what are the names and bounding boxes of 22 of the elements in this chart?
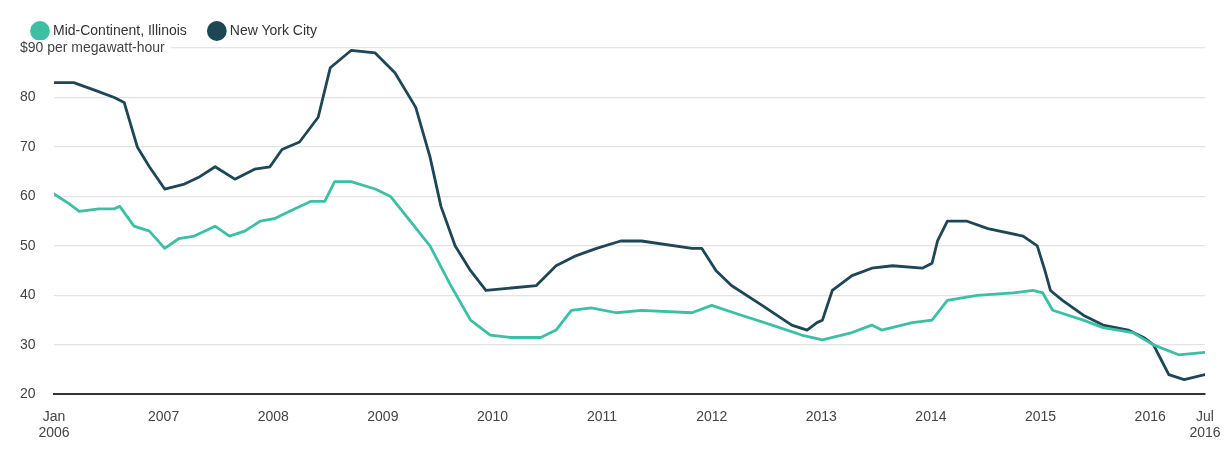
x-tick-label: 2009 xyxy=(367,407,399,424)
x-tick-label: 2010 xyxy=(476,407,509,424)
y-tick-label: 80 xyxy=(20,88,36,105)
x-tick-label: 2014 xyxy=(915,407,947,424)
x-tick-label: Jul 2016 xyxy=(1189,407,1221,441)
legend-label: New York City xyxy=(229,21,317,38)
x-tick-label: 2011 xyxy=(587,407,618,424)
x-tick-label: 2012 xyxy=(696,407,728,424)
x-tick-label: Jan 2006 xyxy=(38,407,70,441)
y-tick-label: 30 xyxy=(20,335,36,352)
y-tick-label: 50 xyxy=(20,236,36,253)
legend-label: Mid-Continent, Illinois xyxy=(53,21,187,38)
y-tick-label: 40 xyxy=(20,286,36,303)
x-tick-label: 2008 xyxy=(257,407,290,424)
x-tick-label: 2015 xyxy=(1024,407,1057,424)
y-tick-label: 60 xyxy=(20,187,36,204)
x-tick-label: 2013 xyxy=(805,407,838,424)
x-tick-label: 2007 xyxy=(148,407,180,424)
x-tick-label: 2016 xyxy=(1134,407,1166,424)
y-tick-label: 70 xyxy=(20,137,36,154)
y-tick-label: $90 per megawatt-hour xyxy=(20,38,166,55)
y-tick-label: 20 xyxy=(20,385,36,402)
